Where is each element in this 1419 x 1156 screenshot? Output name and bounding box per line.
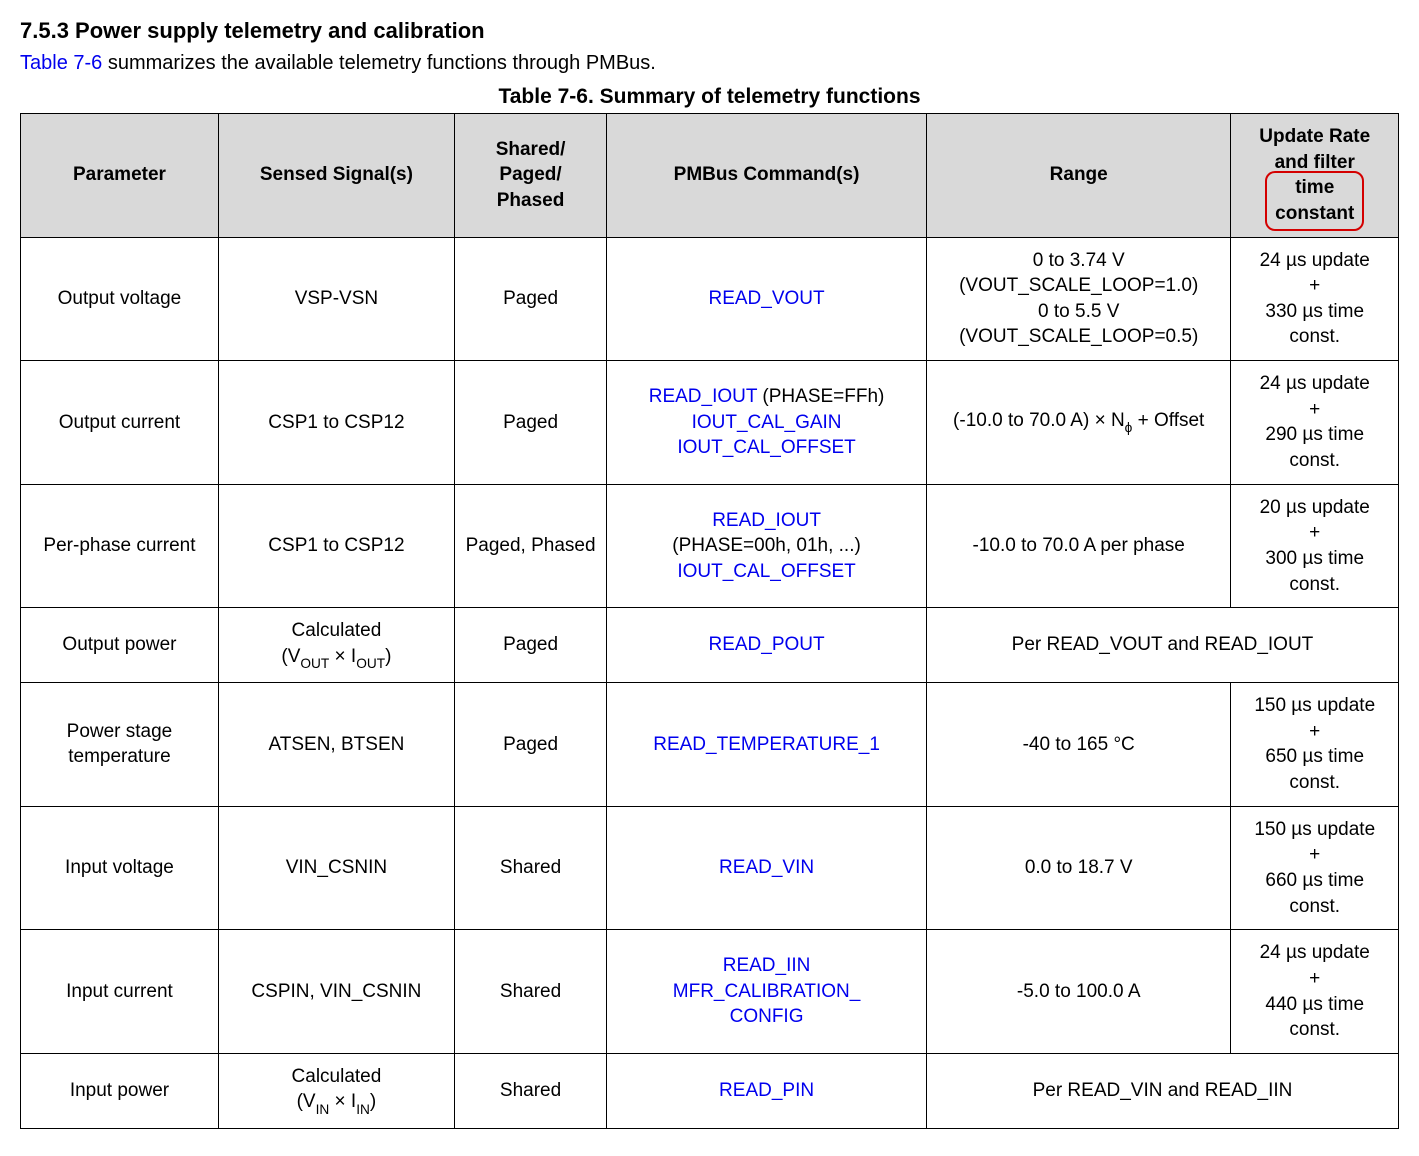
cell-sensed-signal: Calculated(VOUT × IOUT) (218, 608, 454, 683)
cell-shared-paged: Shared (454, 1053, 606, 1128)
table-header-row: Parameter Sensed Signal(s) Shared/Paged/… (21, 114, 1399, 238)
cell-update-rate: 20 µs update+300 µs time const. (1231, 484, 1399, 608)
cell-pmbus-command: READ_IOUT (PHASE=FFh) IOUT_CAL_GAIN IOUT_C… (607, 361, 927, 485)
pmbus-command-link[interactable]: READ_PIN (719, 1080, 814, 1101)
cell-sensed-signal: ATSEN, BTSEN (218, 683, 454, 807)
table-ref-link[interactable]: Table 7-6 (20, 52, 102, 74)
cell-pmbus-command: READ_PIN (607, 1053, 927, 1128)
cell-shared-paged: Paged (454, 237, 606, 361)
pmbus-command-text: (PHASE=FFh) (757, 386, 884, 407)
cell-sensed-signal: CSP1 to CSP12 (218, 484, 454, 608)
cell-parameter: Output voltage (21, 237, 219, 361)
cell-parameter: Input current (21, 930, 219, 1054)
table-row: Input powerCalculated(VIN × IIN)Shared RE… (21, 1053, 1399, 1128)
cell-sensed-signal: VSP-VSN (218, 237, 454, 361)
table-row: Input voltageVIN_CSNINShared READ_VIN 0.0 … (21, 806, 1399, 930)
cell-range: 0.0 to 18.7 V (926, 806, 1231, 930)
cell-shared-paged: Paged, Phased (454, 484, 606, 608)
cell-sensed-signal: VIN_CSNIN (218, 806, 454, 930)
pmbus-command-link[interactable]: READ_TEMPERATURE_1 (653, 734, 880, 755)
col-pmbus-command: PMBus Command(s) (607, 114, 927, 238)
table-row: Per-phase currentCSP1 to CSP12Paged, Pha… (21, 484, 1399, 608)
cell-sensed-signal: CSPIN, VIN_CSNIN (218, 930, 454, 1054)
cell-parameter: Output current (21, 361, 219, 485)
cell-shared-paged: Shared (454, 806, 606, 930)
col-sensed-signal: Sensed Signal(s) (218, 114, 454, 238)
cell-parameter: Input power (21, 1053, 219, 1128)
cell-parameter: Power stage temperature (21, 683, 219, 807)
cell-shared-paged: Paged (454, 361, 606, 485)
pmbus-command-link[interactable]: READ_VIN (719, 857, 814, 878)
cell-range: Per READ_VIN and READ_IIN (926, 1053, 1398, 1128)
cell-update-rate: 24 µs update+290 µs time const. (1231, 361, 1399, 485)
cell-shared-paged: Paged (454, 608, 606, 683)
cell-update-rate: 150 µs update+660 µs time const. (1231, 806, 1399, 930)
col-update-rate: Update Rateand filtertimeconstant (1231, 114, 1399, 238)
pmbus-command-link[interactable]: READ_POUT (708, 634, 824, 655)
col-parameter: Parameter (21, 114, 219, 238)
intro-text: Table 7-6 summarizes the available telem… (20, 52, 1399, 75)
section-heading: 7.5.3 Power supply telemetry and calibra… (20, 18, 1399, 44)
table-row: Output currentCSP1 to CSP12PagedREAD_IOU… (21, 361, 1399, 485)
col-shared-paged: Shared/Paged/Phased (454, 114, 606, 238)
table-row: Power stage temperatureATSEN, BTSENPaged… (21, 683, 1399, 807)
cell-parameter: Per-phase current (21, 484, 219, 608)
pmbus-command-link[interactable]: IOUT_CAL_OFFSET (677, 561, 855, 582)
pmbus-command-link[interactable]: IOUT_CAL_GAIN (692, 412, 842, 433)
pmbus-command-link[interactable]: IOUT_CAL_OFFSET (677, 437, 855, 458)
cell-pmbus-command: READ_TEMPERATURE_1 (607, 683, 927, 807)
table-row: Output voltageVSP-VSNPaged READ_VOUT 0 to … (21, 237, 1399, 361)
pmbus-command-link[interactable]: READ_IIN (723, 955, 811, 976)
table-row: Input currentCSPIN, VIN_CSNINSharedREAD_… (21, 930, 1399, 1054)
pmbus-command-text: (PHASE=00h, 01h, ...) (672, 535, 861, 556)
cell-shared-paged: Shared (454, 930, 606, 1054)
cell-update-rate: 24 µs update+330 µs time const. (1231, 237, 1399, 361)
annotation-time-constant: timeconstant (1275, 175, 1354, 226)
cell-pmbus-command: READ_IOUT (PHASE=00h, 01h, ...) IOUT_CAL_O… (607, 484, 927, 608)
pmbus-command-link[interactable]: READ_IOUT (649, 386, 757, 407)
cell-range: -5.0 to 100.0 A (926, 930, 1231, 1054)
cell-range: -10.0 to 70.0 A per phase (926, 484, 1231, 608)
cell-parameter: Input voltage (21, 806, 219, 930)
cell-shared-paged: Paged (454, 683, 606, 807)
pmbus-command-link[interactable]: READ_IOUT (712, 510, 821, 531)
cell-pmbus-command: READ_VIN (607, 806, 927, 930)
cell-sensed-signal: Calculated(VIN × IIN) (218, 1053, 454, 1128)
cell-sensed-signal: CSP1 to CSP12 (218, 361, 454, 485)
cell-update-rate: 150 µs update+650 µs time const. (1231, 683, 1399, 807)
cell-range: -40 to 165 °C (926, 683, 1231, 807)
cell-pmbus-command: READ_IIN MFR_CALIBRATION_ CONFIG (607, 930, 927, 1054)
cell-pmbus-command: READ_VOUT (607, 237, 927, 361)
cell-range: (-10.0 to 70.0 A) × Nϕ + Offset (926, 361, 1231, 485)
col-range: Range (926, 114, 1231, 238)
cell-range: Per READ_VOUT and READ_IOUT (926, 608, 1398, 683)
intro-rest: summarizes the available telemetry funct… (102, 52, 656, 74)
cell-parameter: Output power (21, 608, 219, 683)
cell-pmbus-command: READ_POUT (607, 608, 927, 683)
table-row: Output powerCalculated(VOUT × IOUT)Paged… (21, 608, 1399, 683)
telemetry-table: Parameter Sensed Signal(s) Shared/Paged/… (20, 113, 1399, 1129)
pmbus-command-link[interactable]: READ_VOUT (708, 288, 824, 309)
pmbus-command-link[interactable]: MFR_CALIBRATION_ (673, 981, 861, 1002)
cell-range: 0 to 3.74 V(VOUT_SCALE_LOOP=1.0)0 to 5.5… (926, 237, 1231, 361)
pmbus-command-link[interactable]: CONFIG (730, 1006, 804, 1027)
cell-update-rate: 24 µs update+440 µs time const. (1231, 930, 1399, 1054)
table-caption: Table 7-6. Summary of telemetry function… (20, 85, 1399, 109)
